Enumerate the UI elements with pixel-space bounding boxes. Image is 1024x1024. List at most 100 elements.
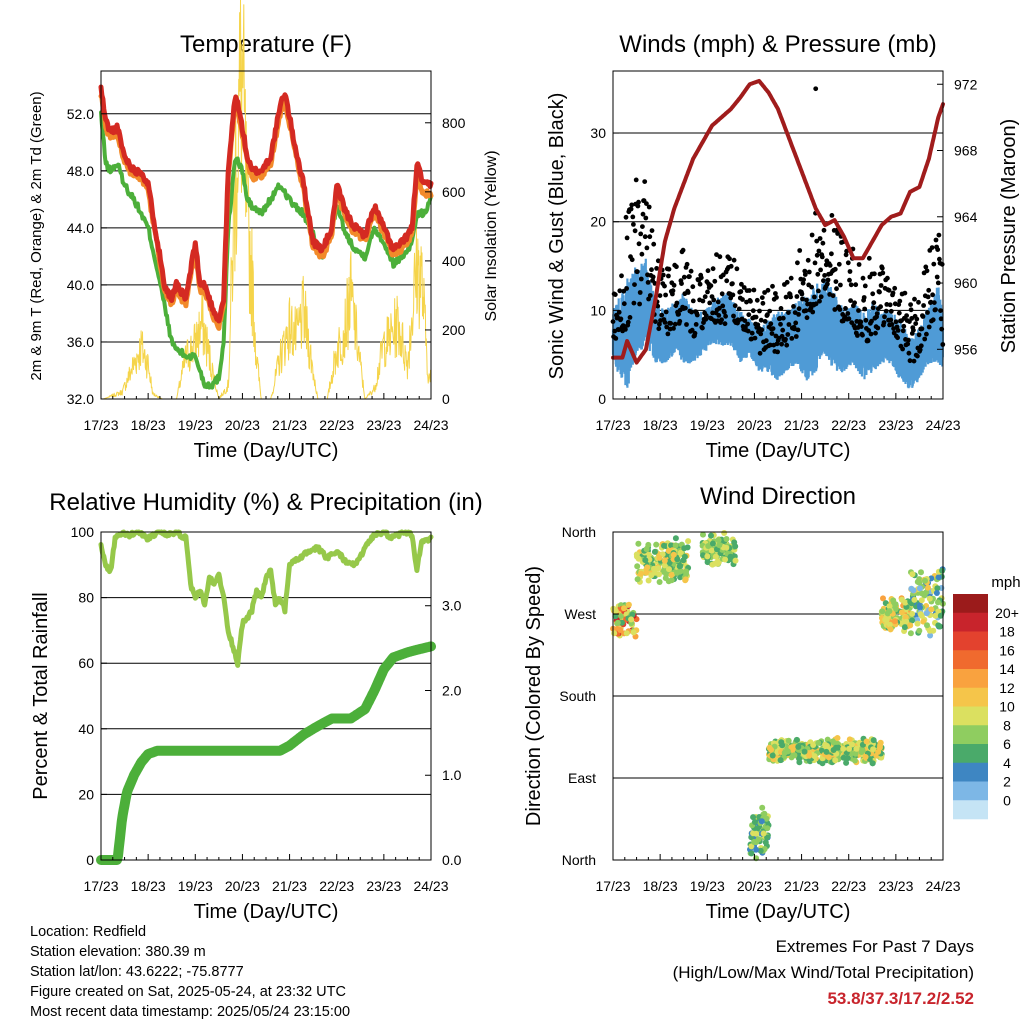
wind-direction-point bbox=[677, 549, 684, 556]
wind-direction-point bbox=[923, 589, 930, 596]
wind-direction-point bbox=[819, 760, 826, 767]
wind-direction-point bbox=[907, 630, 914, 637]
gust-point bbox=[716, 313, 722, 318]
gust-point bbox=[784, 279, 790, 285]
gust-point bbox=[705, 268, 711, 274]
x-tick-label: 24/23 bbox=[925, 417, 960, 433]
winds-ylabel: Sonic Wind & Gust (Blue, Black) bbox=[546, 93, 568, 380]
gust-peak-point bbox=[813, 86, 819, 92]
colorbar-label: 8 bbox=[1003, 717, 1011, 733]
wind-direction-point bbox=[909, 571, 916, 578]
gust-point bbox=[791, 304, 796, 309]
gust-point bbox=[870, 291, 876, 297]
gust-point bbox=[889, 322, 895, 327]
wind-direction-point bbox=[785, 737, 792, 744]
x-tick-label: 24/23 bbox=[413, 417, 448, 433]
gust-point bbox=[746, 288, 752, 293]
gust-point bbox=[613, 336, 619, 341]
gust-point bbox=[801, 277, 806, 283]
wind-direction-point bbox=[748, 843, 755, 850]
wind-direction-point bbox=[721, 530, 728, 536]
gust-point bbox=[925, 310, 930, 315]
y-tick-label: 0 bbox=[598, 391, 606, 407]
wind-direction-point bbox=[759, 804, 766, 811]
gust-point bbox=[934, 274, 940, 280]
gust-point bbox=[815, 271, 821, 277]
gust-point bbox=[911, 358, 917, 364]
gust-point bbox=[788, 275, 794, 281]
gust-point bbox=[770, 283, 775, 289]
direction-tick-label: West bbox=[564, 606, 596, 622]
gust-point bbox=[649, 267, 654, 273]
gust-point bbox=[619, 273, 624, 279]
gust-point bbox=[720, 303, 726, 309]
temperature-ylabel: 2m & 9m T (Red, Orange) & 2m Td (Green) bbox=[28, 91, 45, 380]
wind-direction-point bbox=[823, 748, 830, 755]
wind-direction-point bbox=[846, 736, 853, 743]
gust-point bbox=[933, 307, 938, 312]
gust-point bbox=[734, 266, 740, 272]
extremes-subheading: (High/Low/Max Wind/Total Precipitation) bbox=[672, 963, 974, 982]
wind-direction-point bbox=[909, 617, 916, 624]
wind-direction-point bbox=[712, 553, 719, 560]
gust-point bbox=[712, 278, 718, 284]
wind-direction-point bbox=[791, 752, 798, 759]
wind-direction-point bbox=[811, 753, 818, 760]
gust-point bbox=[866, 255, 872, 261]
colorbar-swatch bbox=[953, 631, 988, 651]
temp-2m-line bbox=[98, 84, 434, 324]
gust-point bbox=[938, 316, 944, 322]
gust-point bbox=[793, 320, 799, 326]
gust-point bbox=[724, 278, 730, 284]
wind-direction-point bbox=[683, 568, 690, 575]
temperature-panel: Temperature (F) 17/23 18/23 19/23 20/23 21/2… bbox=[28, 0, 500, 462]
gust-point bbox=[624, 235, 630, 241]
wind-direction-point bbox=[655, 565, 662, 572]
wind-direction-point bbox=[732, 557, 739, 564]
gust-point bbox=[759, 327, 765, 333]
y-tick-label: 100 bbox=[71, 524, 95, 540]
wind-direction-point bbox=[869, 760, 876, 767]
gust-point bbox=[880, 270, 886, 276]
y2-tick-label: 3.0 bbox=[442, 598, 462, 614]
gust-point bbox=[907, 358, 913, 364]
gust-point bbox=[637, 290, 643, 295]
gust-point bbox=[640, 224, 645, 230]
gust-point bbox=[838, 282, 843, 288]
gust-point bbox=[770, 326, 776, 331]
extremes-box: Extremes For Past 7 Days (High/Low/Max W… bbox=[673, 934, 974, 1012]
wind-direction-point bbox=[778, 739, 785, 746]
solar-ylabel: Solar Insolation (Yellow) bbox=[483, 150, 500, 321]
gust-point bbox=[888, 308, 894, 314]
wind-direction-point bbox=[758, 818, 765, 825]
wind-direction-point bbox=[635, 540, 642, 547]
wind-direction-point bbox=[612, 607, 619, 614]
gust-point bbox=[690, 298, 696, 304]
gust-point bbox=[895, 328, 901, 333]
wind-direction-point bbox=[731, 539, 738, 546]
gust-point bbox=[672, 321, 678, 327]
gust-point bbox=[888, 317, 894, 323]
x-tick-label: 22/23 bbox=[319, 417, 354, 433]
winds-title: Winds (mph) & Pressure (mb) bbox=[619, 31, 936, 58]
gust-point bbox=[692, 330, 698, 336]
gust-point bbox=[800, 296, 805, 302]
gust-point bbox=[827, 263, 833, 268]
wind-direction-ylabel: Direction (Colored By Speed) bbox=[523, 566, 545, 826]
gust-point bbox=[858, 319, 864, 325]
gust-point bbox=[836, 261, 842, 267]
wind-direction-point bbox=[715, 537, 722, 543]
gust-point bbox=[780, 315, 786, 321]
gust-point bbox=[860, 332, 865, 338]
wind-direction-point bbox=[918, 569, 924, 576]
gust-point bbox=[719, 291, 725, 297]
gust-point bbox=[829, 251, 834, 257]
gust-point bbox=[929, 245, 935, 251]
gust-point bbox=[645, 280, 651, 285]
gust-point bbox=[748, 298, 753, 304]
wind-direction-point bbox=[709, 561, 716, 568]
gust-point bbox=[633, 177, 639, 183]
gust-point bbox=[736, 306, 742, 312]
gust-point bbox=[707, 300, 713, 306]
wind-direction-point bbox=[666, 559, 673, 566]
